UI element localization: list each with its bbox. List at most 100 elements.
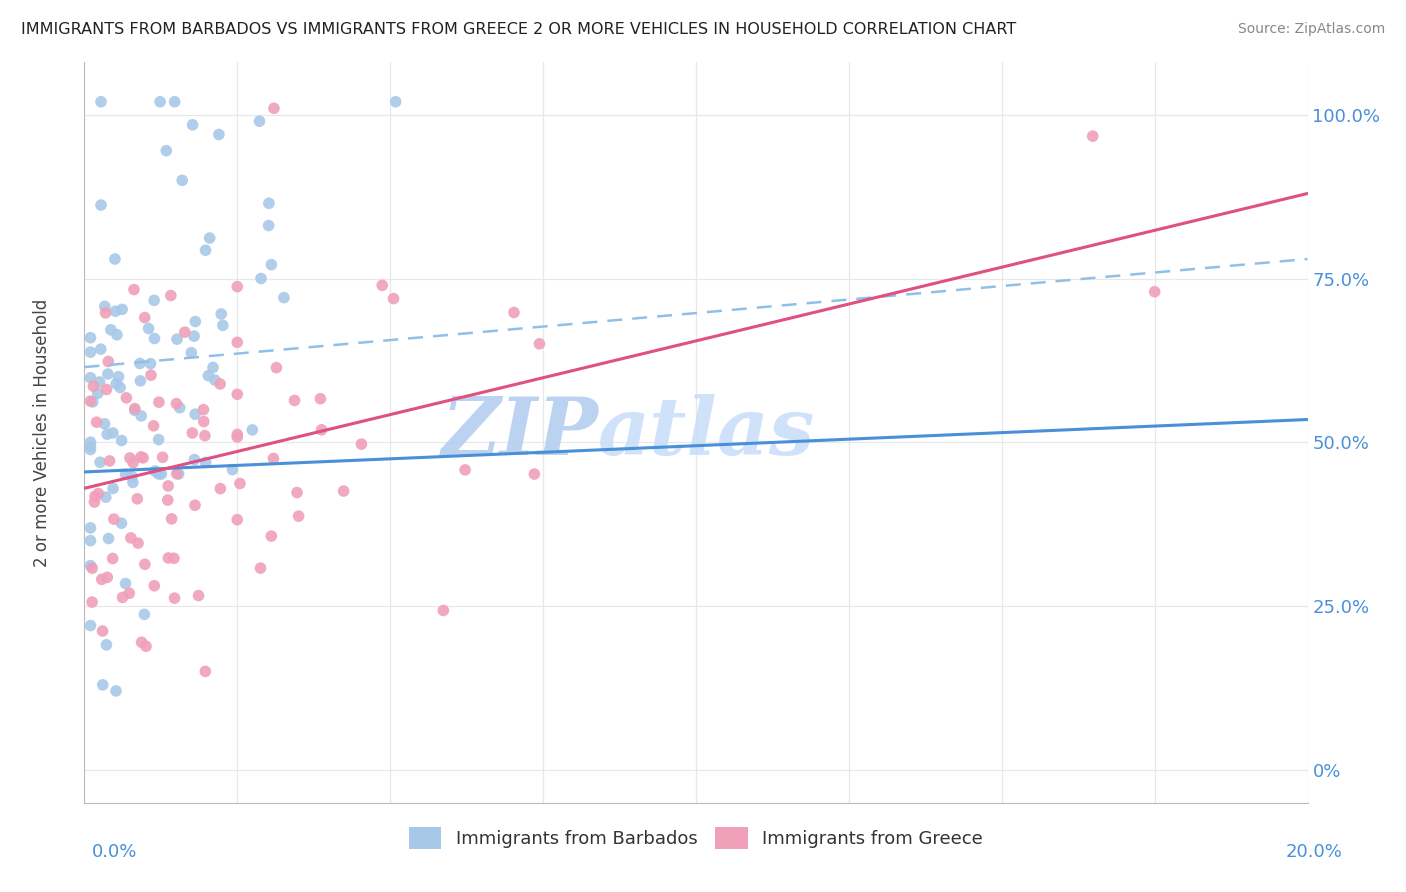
Point: [260, 258, 283, 272]
Point: [211, 318, 233, 333]
Point: [82, 379, 104, 393]
Point: [257, 196, 280, 211]
Point: [94, 306, 117, 320]
Text: 0.0%: 0.0%: [91, 843, 136, 861]
Point: [93, 417, 115, 431]
Point: [143, 293, 166, 308]
Point: [148, 467, 170, 481]
Point: [226, 430, 249, 444]
Text: Source: ZipAtlas.com: Source: ZipAtlas.com: [1237, 22, 1385, 37]
Point: [311, 423, 333, 437]
Point: [91, 624, 114, 638]
Point: [332, 484, 354, 499]
Point: [129, 374, 152, 388]
Point: [87, 486, 110, 500]
Point: [181, 425, 204, 440]
Legend: Immigrants from Barbados, Immigrants from Greece: Immigrants from Barbados, Immigrants fro…: [402, 821, 990, 856]
Point: [104, 304, 127, 318]
Point: [101, 425, 124, 440]
Point: [111, 302, 134, 317]
Point: [172, 173, 194, 187]
Text: IMMIGRANTS FROM BARBADOS VS IMMIGRANTS FROM GREECE 2 OR MORE VEHICLES IN HOUSEHO: IMMIGRANTS FROM BARBADOS VS IMMIGRANTS F…: [21, 22, 1017, 37]
Point: [79, 394, 101, 409]
Point: [226, 335, 249, 350]
Point: [96, 638, 118, 652]
Point: [382, 292, 405, 306]
Point: [90, 342, 112, 356]
Point: [266, 360, 288, 375]
Point: [118, 586, 141, 600]
Point: [150, 467, 173, 481]
Point: [94, 490, 117, 504]
Point: [183, 329, 205, 343]
Point: [89, 375, 111, 389]
Point: [454, 463, 477, 477]
Point: [285, 485, 308, 500]
Point: [165, 397, 187, 411]
Point: [260, 529, 283, 543]
Point: [79, 370, 101, 384]
Point: [96, 383, 118, 397]
Point: [87, 386, 110, 401]
Point: [166, 332, 188, 346]
Point: [79, 558, 101, 573]
Point: [181, 118, 204, 132]
Point: [105, 376, 128, 391]
Point: [240, 423, 263, 437]
Point: [194, 665, 217, 679]
Point: [79, 440, 101, 454]
Point: [111, 591, 134, 605]
Point: [194, 428, 217, 442]
Point: [169, 401, 191, 415]
Point: [139, 368, 162, 383]
Text: 20.0%: 20.0%: [1286, 843, 1343, 861]
Point: [129, 356, 152, 370]
Point: [249, 114, 271, 128]
Point: [134, 558, 156, 572]
Point: [309, 392, 332, 406]
Point: [149, 95, 172, 109]
Point: [187, 589, 209, 603]
Point: [523, 467, 546, 481]
Point: [201, 360, 224, 375]
Point: [155, 144, 177, 158]
Point: [197, 368, 219, 383]
Point: [1143, 285, 1166, 299]
Point: [129, 450, 152, 464]
Point: [101, 482, 124, 496]
Point: [263, 451, 285, 466]
Point: [250, 271, 273, 285]
Point: [97, 367, 120, 381]
Point: [209, 376, 232, 391]
Point: [173, 325, 195, 339]
Point: [163, 551, 186, 566]
Text: 2 or more Vehicles in Household: 2 or more Vehicles in Household: [32, 299, 51, 566]
Point: [249, 561, 271, 575]
Point: [129, 409, 152, 423]
Point: [89, 455, 111, 469]
Point: [115, 391, 138, 405]
Point: [198, 231, 221, 245]
Point: [209, 482, 232, 496]
Point: [86, 415, 108, 429]
Point: [132, 450, 155, 465]
Point: [143, 579, 166, 593]
Point: [159, 288, 181, 302]
Point: [226, 279, 249, 293]
Point: [124, 403, 146, 417]
Point: [184, 407, 207, 421]
Point: [127, 491, 149, 506]
Point: [184, 314, 207, 328]
Point: [229, 476, 252, 491]
Point: [100, 323, 122, 337]
Point: [350, 437, 373, 451]
Point: [79, 618, 101, 632]
Point: [97, 532, 120, 546]
Point: [143, 331, 166, 345]
Point: [209, 307, 232, 321]
Point: [208, 128, 231, 142]
Point: [135, 639, 157, 653]
Point: [90, 573, 112, 587]
Point: [148, 395, 170, 409]
Point: [79, 533, 101, 548]
